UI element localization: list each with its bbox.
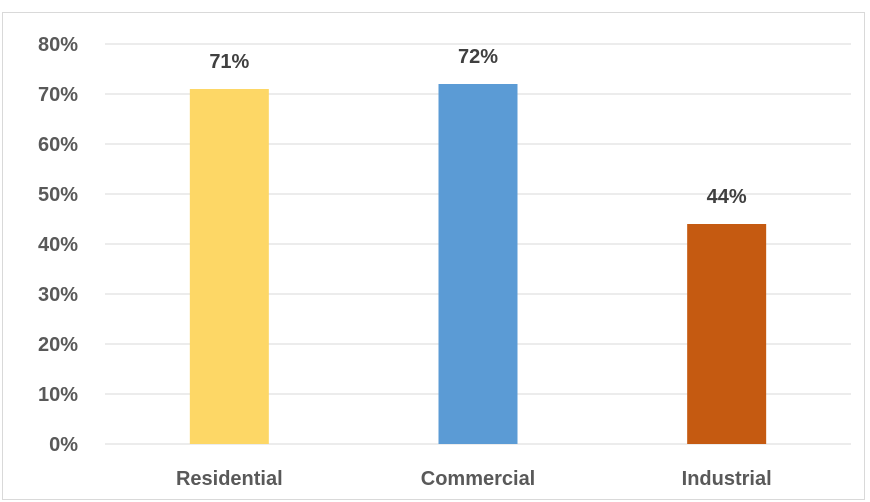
bar-industrial xyxy=(687,224,767,444)
bar-commercial xyxy=(438,84,518,444)
y-tick-label: 10% xyxy=(38,384,78,406)
x-axis-ticks: Residential Commercial Industrial xyxy=(176,468,772,490)
x-tick-label-commercial: Commercial xyxy=(421,468,536,490)
y-tick-label: 70% xyxy=(38,84,78,106)
y-tick-label: 20% xyxy=(38,334,78,356)
data-label-commercial: 72% xyxy=(458,46,498,68)
bar-residential xyxy=(189,89,269,444)
y-axis-ticks: 0% 10% 20% 30% 40% 50% 60% 70% 80% xyxy=(38,34,78,456)
y-tick-label: 60% xyxy=(38,134,78,156)
x-tick-label-residential: Residential xyxy=(176,468,283,490)
data-labels: 71% 72% 44% xyxy=(209,46,747,208)
y-tick-label: 80% xyxy=(38,34,78,56)
y-tick-label: 0% xyxy=(49,434,78,456)
data-label-residential: 71% xyxy=(209,51,249,73)
x-tick-label-industrial: Industrial xyxy=(682,468,772,490)
y-tick-label: 30% xyxy=(38,284,78,306)
bars xyxy=(189,84,767,444)
data-label-industrial: 44% xyxy=(707,186,747,208)
y-tick-label: 50% xyxy=(38,184,78,206)
y-tick-label: 40% xyxy=(38,234,78,256)
